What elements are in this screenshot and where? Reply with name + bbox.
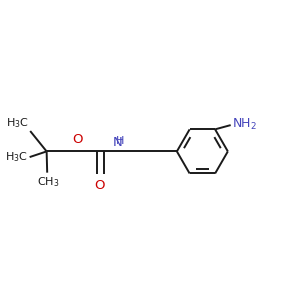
Text: CH$_3$: CH$_3$: [38, 175, 60, 189]
Text: H: H: [116, 136, 124, 146]
Text: H$_3$C: H$_3$C: [6, 116, 29, 130]
Text: H$_3$C: H$_3$C: [5, 150, 28, 164]
Text: O: O: [73, 133, 83, 146]
Text: NH$_2$: NH$_2$: [232, 117, 257, 132]
Text: N: N: [113, 136, 123, 149]
Text: O: O: [94, 179, 104, 192]
